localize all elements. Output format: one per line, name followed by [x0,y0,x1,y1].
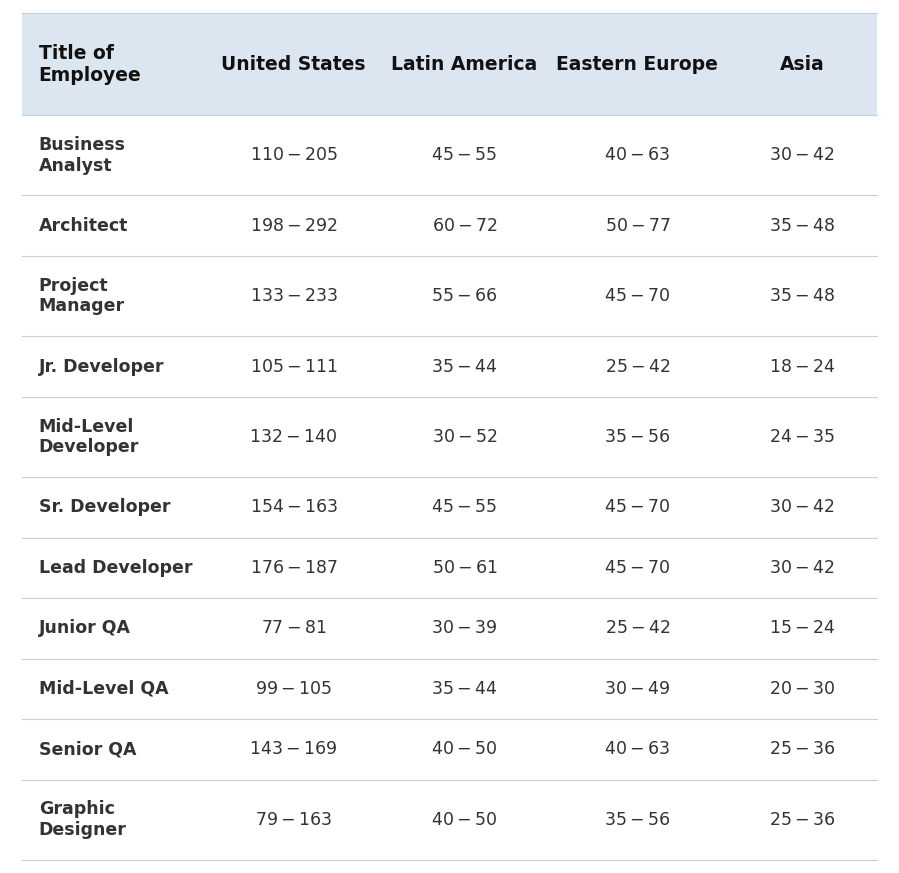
Text: Lead Developer: Lead Developer [39,559,192,577]
Bar [22,478,877,538]
Text: $40 - $50: $40 - $50 [432,740,498,759]
Text: Eastern Europe: Eastern Europe [556,55,718,73]
Text: $176 - $187: $176 - $187 [250,559,338,577]
Text: $30 - $39: $30 - $39 [432,619,498,637]
Text: Architect: Architect [39,217,128,235]
Bar [22,538,877,598]
Text: $198 - $292: $198 - $292 [250,217,337,235]
Bar [22,196,877,256]
Text: $15 - $24: $15 - $24 [769,619,835,637]
Text: $50 - $61: $50 - $61 [432,559,497,577]
Text: $35 - $48: $35 - $48 [769,287,835,305]
Text: $35 - $48: $35 - $48 [769,217,835,235]
Text: $105 - $111: $105 - $111 [250,358,338,375]
Text: Graphic
Designer: Graphic Designer [39,801,127,839]
Text: $110 - $205: $110 - $205 [250,147,338,164]
Text: $40 - $63: $40 - $63 [604,147,671,164]
Bar [22,598,877,658]
Text: $30 - $52: $30 - $52 [432,428,497,446]
Text: $24 - $35: $24 - $35 [769,428,835,446]
Bar [22,780,877,860]
Bar [22,336,877,396]
Text: $35 - $56: $35 - $56 [604,811,671,828]
Text: Sr. Developer: Sr. Developer [39,498,170,516]
Text: $77 - $81: $77 - $81 [261,619,326,637]
Text: $30 - $49: $30 - $49 [604,680,671,698]
Text: Jr. Developer: Jr. Developer [39,358,165,375]
Text: $35 - $44: $35 - $44 [432,680,498,698]
Text: $40 - $50: $40 - $50 [432,811,498,828]
Text: $30 - $42: $30 - $42 [769,559,834,577]
Text: $40 - $63: $40 - $63 [604,740,671,759]
Text: $99 - $105: $99 - $105 [255,680,332,698]
Bar [22,396,877,478]
Text: Latin America: Latin America [391,55,538,73]
Text: $25 - $42: $25 - $42 [604,619,671,637]
Bar [22,115,877,196]
Text: Business
Analyst: Business Analyst [39,136,126,175]
Text: Mid-Level QA: Mid-Level QA [39,680,168,698]
Text: Mid-Level
Developer: Mid-Level Developer [39,417,139,457]
Text: $45 - $70: $45 - $70 [604,559,671,577]
Text: Title of
Employee: Title of Employee [39,44,141,85]
Text: $132 - $140: $132 - $140 [249,428,338,446]
Text: $25 - $42: $25 - $42 [604,358,671,375]
Text: $143 - $169: $143 - $169 [249,740,338,759]
Text: United States: United States [221,55,366,73]
Text: $45 - $70: $45 - $70 [604,287,671,305]
Text: $30 - $42: $30 - $42 [769,147,834,164]
Text: $133 - $233: $133 - $233 [250,287,338,305]
Text: Junior QA: Junior QA [39,619,130,637]
Text: $50 - $77: $50 - $77 [604,217,671,235]
Text: $35 - $44: $35 - $44 [432,358,498,375]
Text: $25 - $36: $25 - $36 [769,811,835,828]
Text: $45 - $70: $45 - $70 [604,498,671,516]
Text: $154 - $163: $154 - $163 [250,498,338,516]
Text: $18 - $24: $18 - $24 [769,358,835,375]
Text: $60 - $72: $60 - $72 [432,217,497,235]
Text: $55 - $66: $55 - $66 [432,287,498,305]
Bar [22,256,877,336]
Text: Project
Manager: Project Manager [39,277,125,315]
Text: $45 - $55: $45 - $55 [432,147,497,164]
Text: $20 - $30: $20 - $30 [769,680,835,698]
Text: $35 - $56: $35 - $56 [604,428,671,446]
Text: $79 - $163: $79 - $163 [255,811,333,828]
Text: $25 - $36: $25 - $36 [769,740,835,759]
Bar [22,13,877,115]
Text: Senior QA: Senior QA [39,740,136,759]
Bar [22,719,877,780]
Text: $45 - $55: $45 - $55 [432,498,497,516]
Text: $30 - $42: $30 - $42 [769,498,834,516]
Bar [22,658,877,719]
Text: Asia: Asia [779,55,824,73]
